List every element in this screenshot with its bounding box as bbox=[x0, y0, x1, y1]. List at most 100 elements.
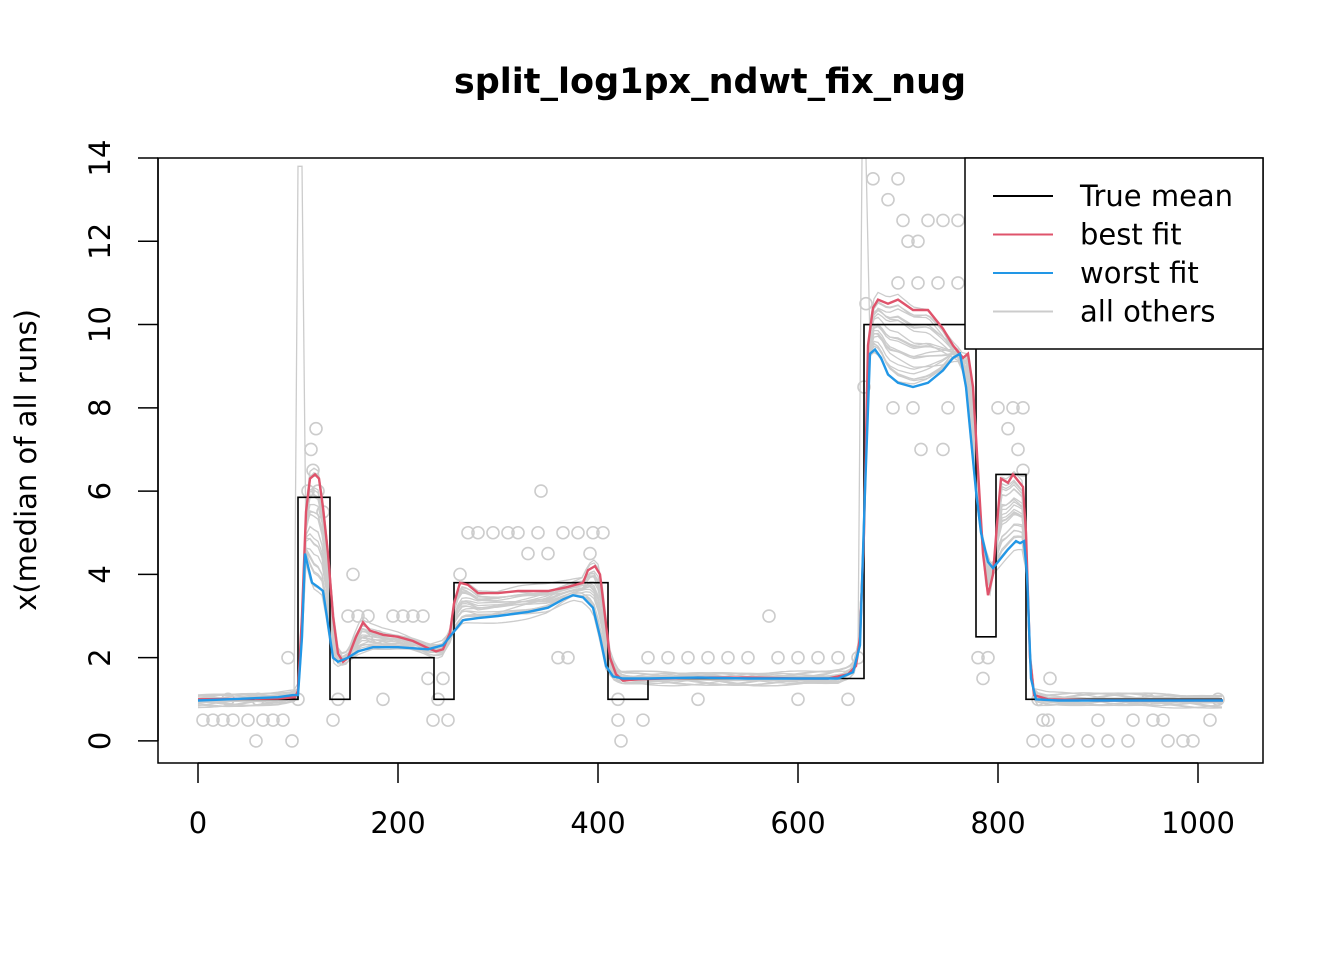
observation-point bbox=[921, 213, 935, 228]
y-tick-label: 2 bbox=[83, 648, 117, 666]
observation-point bbox=[1041, 713, 1055, 727]
observation-point bbox=[1011, 442, 1025, 457]
observation-point bbox=[886, 401, 900, 415]
observation-point bbox=[941, 401, 955, 415]
observation-point bbox=[866, 172, 880, 186]
observation-point bbox=[841, 692, 855, 707]
x-tick-label: 400 bbox=[570, 806, 625, 840]
observation-point bbox=[196, 713, 210, 727]
observation-point bbox=[583, 546, 597, 561]
observation-point bbox=[551, 650, 565, 665]
observation-point bbox=[901, 234, 915, 249]
observation-point bbox=[951, 276, 965, 290]
observation-point bbox=[421, 671, 435, 686]
observation-point bbox=[661, 650, 675, 665]
observation-point bbox=[1041, 734, 1055, 748]
observation-point bbox=[811, 650, 825, 665]
observation-point bbox=[281, 650, 295, 665]
observation-point bbox=[341, 609, 355, 623]
observation-point bbox=[1161, 734, 1175, 748]
other-run-line bbox=[197, 307, 1222, 707]
x-tick-label: 600 bbox=[770, 806, 825, 840]
observation-point bbox=[376, 692, 390, 707]
observation-point bbox=[791, 692, 805, 707]
observation-point bbox=[896, 213, 910, 228]
observation-point bbox=[681, 650, 695, 665]
observation-point bbox=[586, 525, 600, 540]
observation-point bbox=[1016, 463, 1030, 478]
observation-point bbox=[911, 276, 925, 290]
chart-title: split_log1px_ndwt_fix_nug bbox=[454, 62, 966, 102]
observation-point bbox=[361, 609, 375, 623]
observation-point bbox=[206, 713, 220, 727]
y-axis-label: x(median of all runs) bbox=[9, 309, 43, 611]
observation-point bbox=[981, 650, 995, 665]
observation-point bbox=[453, 567, 467, 582]
observation-point bbox=[911, 234, 925, 249]
observation-point bbox=[1101, 734, 1115, 748]
observation-point bbox=[1081, 734, 1095, 748]
observation-point bbox=[614, 734, 628, 748]
legend-box bbox=[964, 157, 1264, 350]
observation-point bbox=[276, 713, 290, 727]
observation-point bbox=[611, 713, 625, 727]
observation-point bbox=[461, 525, 475, 540]
observation-point bbox=[346, 567, 360, 582]
y-tick-label: 12 bbox=[83, 223, 117, 260]
observation-point bbox=[531, 525, 545, 540]
legend-label: all others bbox=[1080, 295, 1215, 329]
observation-point bbox=[691, 692, 705, 707]
observation-point bbox=[241, 713, 255, 727]
observation-points bbox=[196, 172, 1225, 748]
observation-point bbox=[561, 650, 575, 665]
observation-point bbox=[309, 421, 323, 436]
observation-point bbox=[721, 650, 735, 665]
observation-point bbox=[1203, 713, 1217, 727]
observation-point bbox=[859, 296, 873, 311]
observation-point bbox=[1126, 713, 1140, 727]
observation-point bbox=[881, 192, 895, 207]
observation-point bbox=[266, 713, 280, 727]
observation-point bbox=[256, 713, 270, 727]
observation-point bbox=[396, 609, 410, 623]
observation-point bbox=[1001, 421, 1015, 436]
observation-point bbox=[556, 525, 570, 540]
observation-point bbox=[791, 650, 805, 665]
observation-point bbox=[1036, 713, 1050, 727]
observation-point bbox=[304, 442, 318, 457]
y-tick-label: 10 bbox=[83, 306, 117, 343]
observation-point bbox=[1091, 713, 1105, 727]
y-tick-label: 4 bbox=[83, 565, 117, 583]
observation-point bbox=[534, 484, 548, 498]
observation-point bbox=[951, 213, 965, 228]
observation-point bbox=[1146, 713, 1160, 727]
observation-point bbox=[471, 525, 485, 540]
observation-point bbox=[351, 609, 365, 623]
observation-point bbox=[1016, 401, 1030, 415]
observation-point bbox=[1043, 671, 1057, 686]
observation-point bbox=[371, 630, 385, 644]
x-tick-label: 800 bbox=[970, 806, 1025, 840]
observation-point bbox=[541, 546, 555, 561]
observation-point bbox=[914, 442, 928, 457]
legend: True mean best fit worst fit all others bbox=[964, 157, 1264, 350]
observation-point bbox=[701, 650, 715, 665]
observation-point bbox=[1121, 734, 1135, 748]
observation-point bbox=[226, 713, 240, 727]
observation-point bbox=[1186, 734, 1200, 748]
observation-point bbox=[641, 650, 655, 665]
observation-point bbox=[216, 713, 230, 727]
observation-point bbox=[486, 525, 500, 540]
observation-point bbox=[1006, 401, 1020, 415]
legend-label: worst fit bbox=[1080, 256, 1199, 290]
x-tick-label: 200 bbox=[370, 806, 425, 840]
observation-point bbox=[326, 713, 340, 727]
worst-fit-line bbox=[197, 347, 1223, 702]
observation-point bbox=[501, 525, 515, 540]
other-run-line bbox=[197, 316, 1223, 709]
observation-point bbox=[1176, 734, 1190, 748]
observation-point bbox=[521, 546, 535, 561]
observation-point bbox=[931, 276, 945, 290]
observation-point bbox=[285, 734, 299, 748]
